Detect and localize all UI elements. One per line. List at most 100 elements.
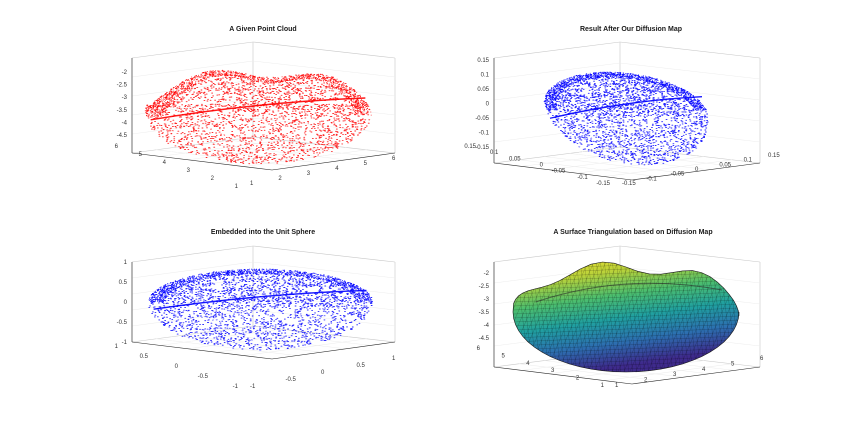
crease-line bbox=[549, 96, 703, 119]
grid-line bbox=[215, 335, 339, 353]
y-tick-label: 6 bbox=[477, 346, 481, 352]
y-tick-label: 2 bbox=[211, 176, 215, 182]
grid-line bbox=[228, 328, 371, 346]
y-tick-label: -1 bbox=[233, 384, 239, 390]
belly-gaps bbox=[167, 116, 349, 157]
axes-box: -2 -2.5 -3 -3.5 -4 -4.5 6 5 4 3 2 1 1 2 3 4 5 6 bbox=[115, 41, 396, 190]
y-axis-line bbox=[493, 162, 633, 181]
x-tick-label: 1 bbox=[615, 383, 619, 389]
y-axis-line bbox=[131, 341, 273, 360]
x-tick-label: 4 bbox=[702, 367, 706, 373]
grid-line bbox=[519, 363, 658, 381]
z-tick-label: -3 bbox=[484, 297, 490, 303]
axes-box: 0.150.10.050-0.05-0.1-0.150.150.10.050-0… bbox=[464, 41, 780, 187]
z-tick-label: 1 bbox=[124, 260, 128, 266]
grid-line bbox=[544, 156, 684, 174]
z-tick-label: 0 bbox=[486, 102, 490, 108]
y-tick-label: -0.1 bbox=[577, 175, 588, 181]
x-tick-label: 0.05 bbox=[719, 162, 731, 168]
x-tick-label: 5 bbox=[364, 161, 368, 167]
y-tick-label: 3 bbox=[187, 168, 191, 174]
y-tick-label: 4 bbox=[526, 361, 530, 367]
point-cloud bbox=[144, 69, 372, 165]
z-tick-label: -3 bbox=[122, 95, 128, 101]
x-tick-label: -0.05 bbox=[671, 172, 685, 178]
x-tick-label: 0.5 bbox=[357, 363, 366, 369]
x-tick-label: 2 bbox=[644, 378, 648, 384]
grid-line bbox=[204, 143, 346, 161]
x-tick-label: 5 bbox=[731, 361, 735, 367]
x-tick-label: 1 bbox=[250, 181, 254, 187]
x-axis-line bbox=[271, 341, 396, 360]
y-tick-label: 2 bbox=[576, 376, 580, 382]
belly-gaps bbox=[170, 306, 350, 343]
box-edge bbox=[252, 41, 396, 59]
z-tick-label: 0.05 bbox=[477, 87, 489, 93]
rim-points bbox=[146, 69, 372, 118]
y-tick-label: 5 bbox=[501, 353, 505, 359]
y-tick-label: 6 bbox=[115, 144, 119, 150]
triangulated-surface bbox=[512, 261, 740, 373]
z-tick-label: -4 bbox=[122, 120, 128, 126]
x-tick-label: 3 bbox=[673, 372, 677, 378]
surface-fold bbox=[535, 282, 723, 303]
y-tick-label: -0.15 bbox=[596, 181, 610, 187]
x-tick-label: 0 bbox=[321, 370, 325, 376]
z-tick-label: -0.05 bbox=[475, 116, 489, 122]
panel-title: A Surface Triangulation based on Diffusi… bbox=[553, 229, 712, 236]
z-tick-label: 0.15 bbox=[477, 58, 489, 64]
box-edge bbox=[493, 146, 621, 164]
box-edge bbox=[619, 245, 761, 263]
y-tick-label: 4 bbox=[163, 160, 167, 166]
z-tick-label: -4.5 bbox=[479, 336, 490, 342]
x-tick-label: 4 bbox=[335, 166, 339, 172]
z-tick-label: -3.5 bbox=[479, 310, 490, 316]
box-edge bbox=[252, 245, 396, 263]
panel-title: A Given Point Cloud bbox=[229, 26, 296, 33]
x-tick-label: -0.5 bbox=[286, 377, 297, 383]
y-tick-label: 3 bbox=[551, 368, 555, 374]
x-tick-label: 0.15 bbox=[768, 153, 780, 159]
y-tick-label: -0.05 bbox=[552, 169, 566, 175]
z-tick-label: -2 bbox=[484, 271, 490, 277]
y-tick-label: 0.1 bbox=[490, 150, 499, 156]
data-points bbox=[148, 268, 373, 351]
z-tick-label: 0.1 bbox=[481, 73, 490, 79]
x-tick-label: -1 bbox=[250, 384, 256, 390]
z-tick-label: -2.5 bbox=[117, 83, 128, 89]
rim-points bbox=[544, 71, 707, 111]
panel-diffusion-map-result: Result After Our Diffusion Map 0.15 0.1 0.… bbox=[464, 26, 780, 187]
y-tick-label: 0.15 bbox=[464, 144, 476, 150]
x-tick-label: 1 bbox=[392, 356, 396, 362]
z-tick-label: 0.5 bbox=[119, 280, 128, 286]
z-tick-label: -0.1 bbox=[479, 131, 490, 137]
mesh-lines bbox=[513, 262, 739, 372]
box-edge bbox=[252, 325, 396, 343]
grid-line bbox=[243, 149, 367, 167]
grid-line bbox=[131, 60, 396, 78]
z-tick-label: 0 bbox=[124, 300, 128, 306]
y-tick-label: 0.05 bbox=[509, 156, 521, 162]
panel-surface-triangulation: A Surface Triangulation based on Diffusi… bbox=[477, 229, 764, 389]
x-tick-label: 6 bbox=[392, 156, 396, 162]
grid-line bbox=[519, 159, 658, 177]
grid-line bbox=[187, 143, 310, 161]
z-tick-label: -2.5 bbox=[479, 284, 490, 290]
grid-line bbox=[131, 261, 396, 279]
axes-box: 10.50-0.5-110.50-0.5-1 -1-0.500.51 bbox=[115, 245, 396, 390]
box-edge bbox=[131, 41, 254, 59]
point-cloud bbox=[543, 71, 709, 166]
grid-line bbox=[604, 363, 733, 381]
box-edge bbox=[619, 41, 761, 59]
x-axis-line bbox=[271, 152, 396, 171]
panel-point-cloud: A Given Point Cloud -2 -2.5 -3 -3.5 -4 -4.5 6 5… bbox=[115, 26, 396, 190]
belly-gaps bbox=[566, 115, 706, 158]
z-tick-label: -0.5 bbox=[117, 320, 128, 326]
x-axis-line bbox=[631, 162, 761, 181]
grid-line bbox=[228, 139, 371, 157]
grid-line bbox=[493, 83, 761, 101]
data-points bbox=[543, 71, 709, 166]
grid-line bbox=[549, 153, 677, 171]
box-edge bbox=[131, 245, 254, 263]
